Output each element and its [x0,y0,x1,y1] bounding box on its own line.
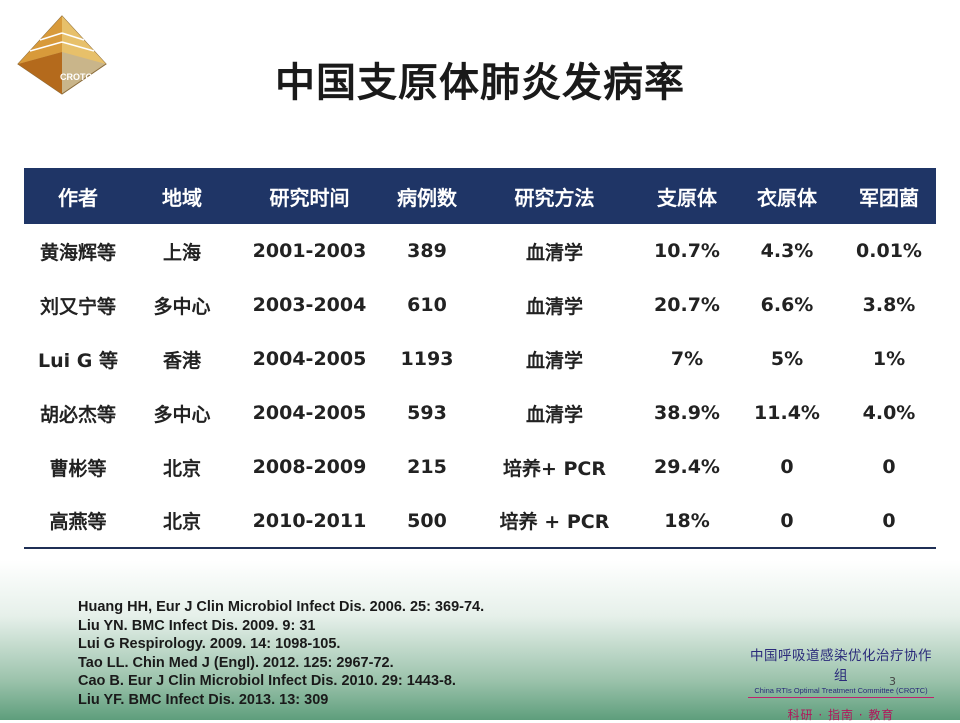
cell-mycoplasma: 7% [670,348,704,370]
reference-item: Lui G Respirology. 2009. 14: 1098-105. [78,636,341,653]
header-mycoplasma: 支原体 [657,185,717,210]
cell-chlamydia: 0 [780,456,794,478]
cell-cases: 1193 [400,348,454,370]
crotc-logo: CROTC [14,12,114,97]
cell-author: 高燕等 [49,511,107,533]
reference-item: Liu YN. BMC Infect Dis. 2009. 9: 31 [78,617,316,634]
cell-legionella: 0 [882,509,896,532]
header-method: 研究方法 [514,185,595,210]
page-number: 3 [889,675,896,688]
table-row: 刘又宁等 多中心 2003-2004 610 血清学 20.7% 6.6% 3.… [24,278,936,332]
cell-period: 2008-2009 [252,456,367,478]
cell-period: 2004-2005 [252,348,367,370]
cell-region: 北京 [162,457,201,480]
cell-mycoplasma: 10.7% [654,240,720,262]
logo-text: CROTC [60,72,92,82]
cell-author: 曹彬等 [49,457,107,480]
cell-legionella: 0 [882,456,896,478]
table-header-row: 作者 地域 研究时间 病例数 研究方法 支原体 衣原体 军团菌 [24,168,936,224]
page-title: 中国支原体肺炎发病率 [275,60,685,106]
cell-period: 2010-2011 [252,509,367,532]
cell-cases: 610 [407,294,447,316]
cell-period: 2004-2005 [252,402,367,424]
reference-item: Liu YF. BMC Infect Dis. 2013. 13: 309 [78,691,329,708]
cell-method: 培养 + PCR [499,511,610,533]
table-row: 曹彬等 北京 2008-2009 215 培养+ PCR 29.4% 0 0 [24,440,936,494]
table-row: 胡必杰等 多中心 2004-2005 593 血清学 38.9% 11.4% 4… [24,386,936,440]
incidence-table: 作者 地域 研究时间 病例数 研究方法 支原体 衣原体 军团菌 黄海辉等 上海 … [24,168,936,549]
header-region: 地域 [162,185,202,210]
cell-chlamydia: 4.3% [760,240,814,262]
cell-method: 培养+ PCR [502,457,607,480]
cell-method: 血清学 [525,295,583,318]
cell-region: 上海 [162,241,201,264]
cell-mycoplasma: 20.7% [654,294,720,316]
cell-mycoplasma: 18% [664,509,710,532]
cell-chlamydia: 0 [780,509,794,532]
cell-cases: 389 [407,240,447,262]
header-legionella: 军团菌 [859,185,919,210]
cell-region: 多中心 [153,295,211,318]
cell-cases: 500 [407,509,447,532]
cell-cases: 593 [407,402,447,424]
cell-chlamydia: 5% [770,348,804,370]
cell-legionella: 0.01% [856,240,922,262]
cell-method: 血清学 [525,403,583,426]
organization-block: 中国呼吸道感染优化治疗协作组 China RTIs Optimal Treatm… [748,644,934,723]
cell-chlamydia: 6.6% [760,294,814,316]
cell-author: 刘又宁等 [39,295,116,318]
org-name: 中国呼吸道感染优化治疗协作组 [750,648,932,684]
table-row: Lui G 等 香港 2004-2005 1193 血清学 7% 5% 1% [24,332,936,386]
org-tagline: 科研 · 指南 · 教育 [787,708,895,722]
table-row: 黄海辉等 上海 2001-2003 389 血清学 10.7% 4.3% 0.0… [24,224,936,278]
cell-region: 香港 [162,349,201,372]
reference-item: Huang HH, Eur J Clin Microbiol Infect Di… [78,599,485,615]
reference-item: Cao B. Eur J Clin Microbiol Infect Dis. … [78,673,456,690]
references: Huang HH, Eur J Clin Microbiol Infect Di… [78,598,484,710]
header-chlamydia: 衣原体 [757,185,817,210]
table-row: 高燕等 北京 2010-2011 500 培养 + PCR 18% 0 0 [24,494,936,548]
cell-region: 北京 [162,511,201,533]
cell-author: 胡必杰等 [39,403,116,426]
cell-mycoplasma: 38.9% [654,402,720,424]
header-cases: 病例数 [397,185,457,210]
cell-mycoplasma: 29.4% [654,456,720,478]
cell-legionella: 3.8% [862,294,916,316]
org-english-name: China RTIs Optimal Treatment Committee (… [748,686,934,698]
cell-legionella: 1% [872,348,906,370]
cell-region: 多中心 [153,403,211,426]
footer-background [0,560,960,720]
reference-item: Tao LL. Chin Med J (Engl). 2012. 125: 29… [78,654,394,671]
cell-period: 2001-2003 [252,240,367,262]
header-author: 作者 [58,185,98,210]
cell-legionella: 4.0% [862,402,916,424]
header-period: 研究时间 [269,185,350,210]
cell-period: 2003-2004 [252,294,367,316]
cell-method: 血清学 [525,349,583,372]
cell-chlamydia: 11.4% [754,402,820,424]
cell-author: Lui G 等 [38,349,118,372]
cell-cases: 215 [407,456,447,478]
cell-author: 黄海辉等 [39,241,116,264]
pyramid-logo-icon: CROTC [17,15,107,95]
cell-method: 血清学 [525,241,583,264]
